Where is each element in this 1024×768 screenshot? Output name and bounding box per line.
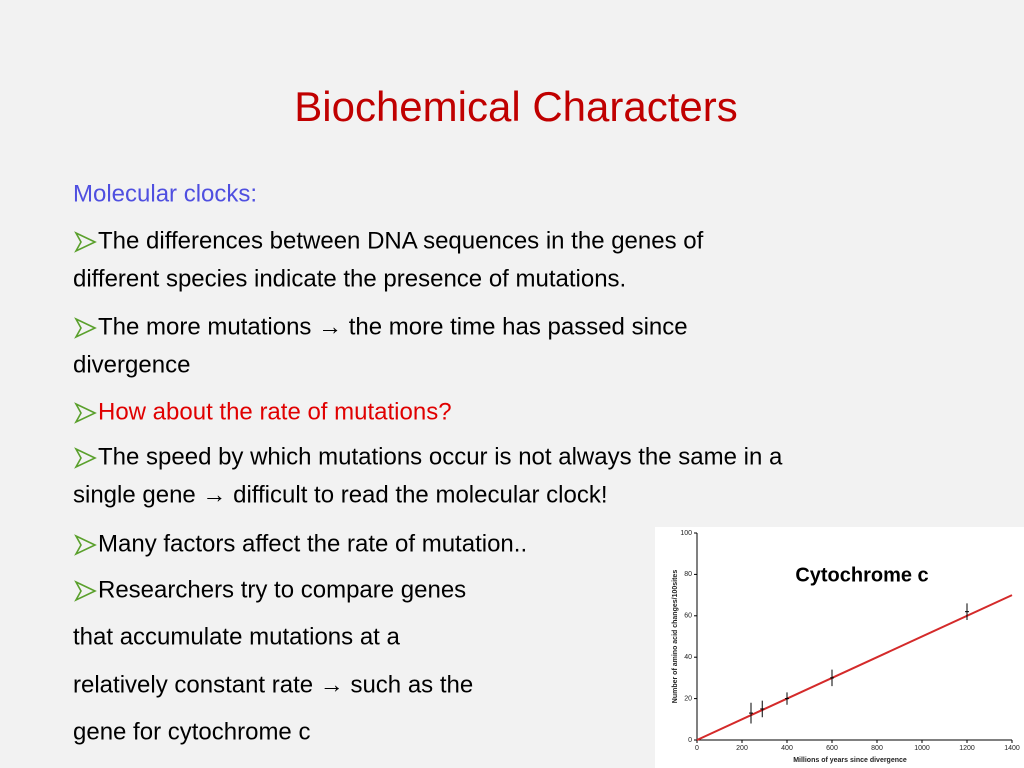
- bullet-marker: [74, 534, 97, 556]
- bullet-text: The more mutations → the more time has p…: [98, 313, 688, 340]
- bullet-text: different species indicate the presence …: [73, 265, 626, 292]
- x-tick-label: 400: [781, 745, 793, 752]
- bullet-text: The differences between DNA sequences in…: [98, 227, 704, 254]
- y-axis-label: Number of amino acid changes/100sites: [672, 570, 679, 704]
- x-tick-label: 1200: [959, 745, 975, 752]
- bullet-marker: [74, 317, 97, 339]
- bullet-text: The speed by which mutations occur is no…: [98, 443, 783, 470]
- slide-title: Biochemical Characters: [294, 83, 738, 130]
- y-tick-label: 20: [684, 695, 692, 702]
- figure-background: [655, 527, 1024, 768]
- bullet-text: single gene → difficult to read the mole…: [73, 481, 608, 508]
- bullet-text: divergence: [73, 351, 190, 378]
- bullet-text: Many factors affect the rate of mutation…: [98, 530, 527, 557]
- bullet-text: that accumulate mutations at a: [73, 623, 401, 650]
- y-tick-label: 60: [684, 613, 692, 620]
- bullet-text: How about the rate of mutations?: [98, 398, 452, 425]
- x-tick-label: 1400: [1004, 745, 1020, 752]
- y-tick-label: 100: [680, 530, 692, 537]
- x-tick-label: 1000: [914, 745, 930, 752]
- x-tick-label: 600: [826, 745, 838, 752]
- subtitle: Molecular clocks:: [73, 180, 257, 207]
- x-tick-label: 800: [871, 745, 883, 752]
- x-tick-label: 200: [736, 745, 748, 752]
- x-axis-label: Millions of years since divergence: [793, 757, 907, 764]
- bullet-text: relatively constant rate → such as the: [73, 671, 473, 698]
- bullet-marker: [74, 447, 97, 469]
- figure-title: Cytochrome c: [795, 564, 928, 586]
- fit-line: [696, 594, 1013, 741]
- bullet-marker: [74, 402, 97, 424]
- bullet-text: Researchers try to compare genes: [98, 576, 466, 603]
- bullet-marker: [74, 580, 97, 602]
- x-tick-label: 0: [695, 745, 699, 752]
- y-tick-label: 80: [684, 571, 692, 578]
- bullet-marker: [74, 231, 97, 253]
- y-tick-label: 40: [684, 654, 692, 661]
- bullet-text: gene for cytochrome c: [73, 718, 310, 745]
- y-tick-label: 0: [688, 737, 692, 744]
